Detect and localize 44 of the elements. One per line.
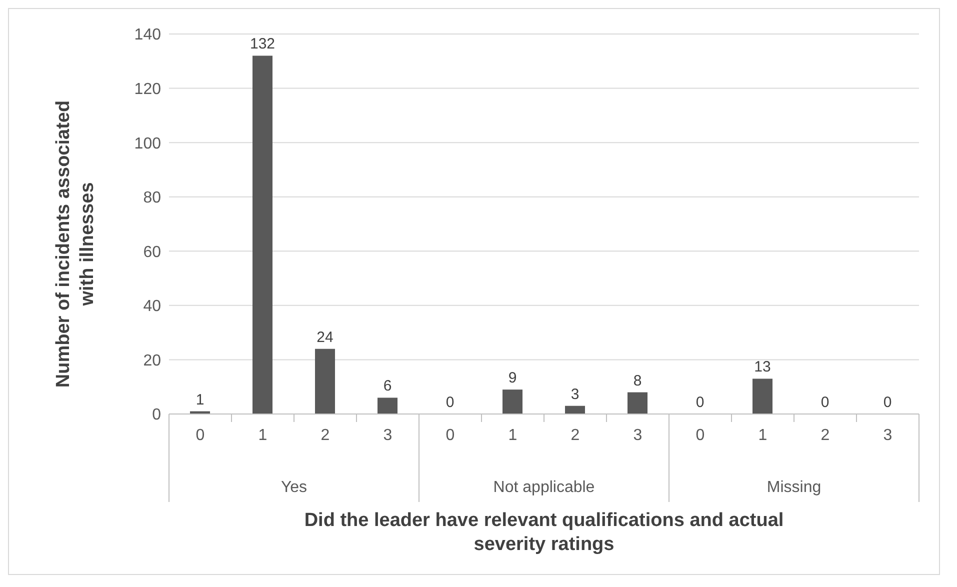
data-label: 9 <box>508 370 517 387</box>
data-label: 6 <box>383 378 392 395</box>
bar <box>315 348 335 414</box>
y-tick-label: 80 <box>143 190 162 207</box>
x-tick-label: 2 <box>570 427 580 444</box>
bar <box>628 392 648 414</box>
bar <box>502 390 522 414</box>
x-tick-label: 3 <box>633 427 642 444</box>
data-label: 0 <box>446 394 454 411</box>
y-tick-label: 0 <box>152 406 162 424</box>
text: Missing <box>766 479 822 496</box>
y-tick-label: 140 <box>134 26 162 44</box>
y-tick-label: 60 <box>143 244 162 261</box>
x-tick-label: 2 <box>320 427 330 444</box>
bar <box>378 398 398 414</box>
x-tick-label: 1 <box>508 427 518 444</box>
data-label: 1 <box>196 391 204 408</box>
y-tick-label: 100 <box>134 135 162 152</box>
x-axis-title: Did the leader have relevant qualifications and actual severity ratings <box>304 510 784 555</box>
data-label: 0 <box>696 394 704 411</box>
x-tick-label: 3 <box>383 427 392 444</box>
bar <box>565 406 585 414</box>
bar <box>752 378 772 414</box>
data-label: 132 <box>250 36 276 53</box>
y-tick-label: 20 <box>143 352 162 370</box>
text: Not applicable <box>493 479 595 496</box>
x-tick-label: 0 <box>196 427 205 444</box>
data-label: 13 <box>754 358 771 376</box>
bar <box>252 56 272 414</box>
x-tick-label: 0 <box>696 427 705 444</box>
y-tick-label: 40 <box>143 298 162 316</box>
y-tick-label: 120 <box>134 80 162 98</box>
y-axis-title: Number of incidents associated with illnesses <box>53 100 98 388</box>
x-tick-label: 0 <box>446 427 455 444</box>
x-tick-label: 1 <box>258 427 268 444</box>
x-tick-label: 3 <box>883 427 892 444</box>
data-label: 0 <box>820 394 830 411</box>
data-label: 3 <box>570 386 580 403</box>
data-label: 24 <box>316 328 334 346</box>
x-tick-label: 1 <box>758 427 768 444</box>
x-tick-label: 2 <box>820 427 830 444</box>
data-label: 8 <box>633 372 642 390</box>
data-label: 0 <box>883 394 892 411</box>
text: Yes <box>280 479 308 496</box>
